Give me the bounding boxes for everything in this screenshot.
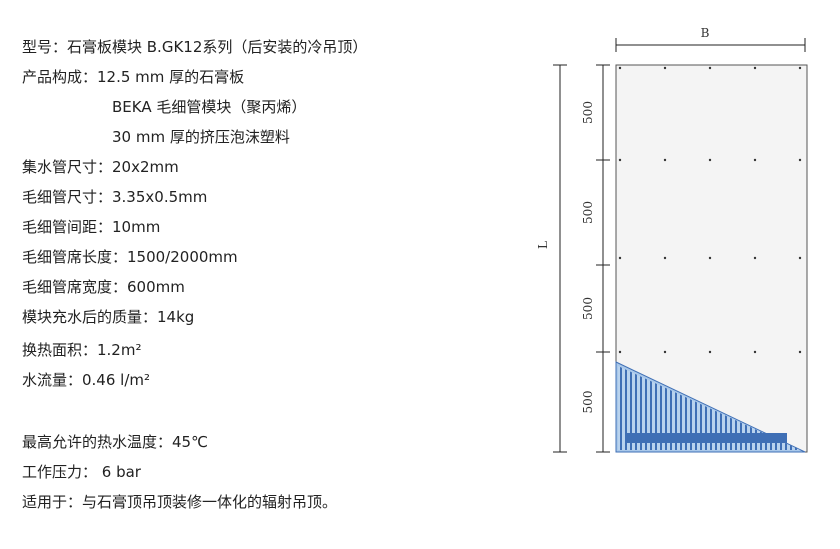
spec-line: 毛细管尺寸：3.35x0.5mm (22, 188, 208, 206)
screw-dot (618, 256, 622, 260)
screw-dot (708, 350, 712, 354)
spec-line: 型号：石膏板模块 B.GK12系列（后安装的冷吊顶） (22, 38, 368, 56)
spec-line: 集水管尺寸：20x2mm (22, 158, 179, 176)
spec-line: 毛细管席宽度：600mm (22, 278, 185, 296)
spec-line: 产品构成：12.5 mm 厚的石膏板 (22, 68, 245, 86)
spec-line: 适用于：与石膏顶吊顶装修一体化的辐射吊顶。 (22, 493, 338, 511)
spec-line: 最高允许的热水温度：45℃ (22, 433, 208, 451)
spec-line: 毛细管间距：10mm (22, 218, 161, 236)
screw-dot (708, 256, 712, 260)
spec-line: 工作压力： 6 bar (22, 463, 141, 481)
screw-dot (798, 158, 802, 162)
header-pipe (625, 433, 787, 443)
screw-dot (798, 256, 802, 260)
spec-line: 模块充水后的质量：14kg (22, 308, 195, 326)
spec-line: 水流量：0.46 l/m² (22, 371, 151, 389)
spec-line: BEKA 毛细管模块（聚丙烯） (112, 98, 307, 116)
screw-dot (753, 158, 757, 162)
spec-line: 30 mm 厚的挤压泡沫塑料 (112, 128, 290, 146)
screw-dot (663, 256, 667, 260)
segment-label: 500 (581, 201, 595, 224)
segment-label: 500 (581, 297, 595, 320)
segment-label: 500 (581, 101, 595, 124)
spec-line: 毛细管席长度：1500/2000mm (22, 248, 238, 266)
segment-label: 500 (581, 391, 595, 414)
screw-dot (618, 66, 622, 70)
screw-dot (618, 158, 622, 162)
screw-dot (618, 350, 622, 354)
screw-dot (708, 66, 712, 70)
screw-dot (798, 350, 802, 354)
screw-dot (663, 66, 667, 70)
screw-dot (708, 158, 712, 162)
screw-dot (753, 350, 757, 354)
screw-dot (753, 256, 757, 260)
dimension-lines (553, 38, 806, 453)
screw-dot (798, 66, 802, 70)
screw-dot (663, 158, 667, 162)
screw-dot (663, 350, 667, 354)
spec-line: 换热面积：1.2m² (22, 341, 142, 359)
width-label: B (701, 26, 710, 40)
length-label: L (536, 241, 550, 249)
screw-dot (753, 66, 757, 70)
